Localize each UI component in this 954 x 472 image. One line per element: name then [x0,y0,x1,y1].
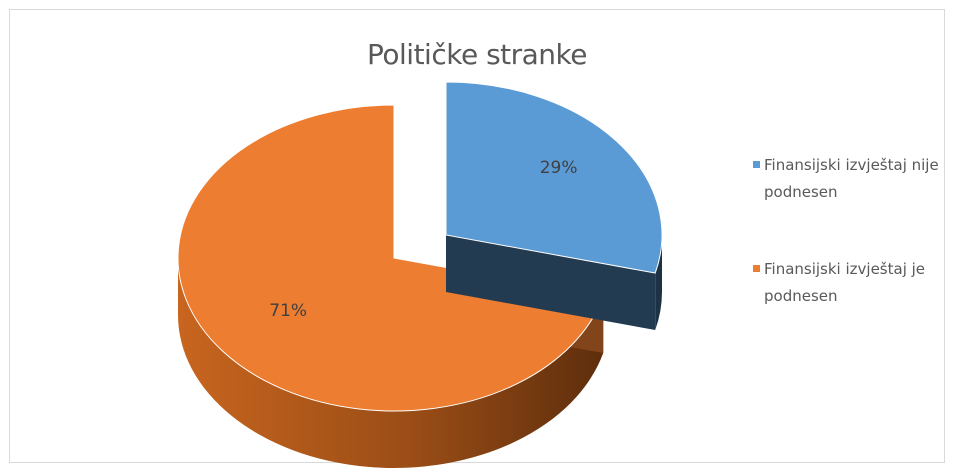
data-label-submitted: 71% [269,301,307,321]
chart-title: Političke stranke [367,38,588,71]
slice-not-submitted [445,81,663,274]
legend-swatch-orange [753,265,760,272]
legend-label: Finansijski izvještaj je podnesen [764,260,926,305]
legend-item-not-submitted: Finansijski izvještaj nije podnesen [753,152,953,206]
legend-item-submitted: Finansijski izvještaj je podnesen [753,256,953,310]
legend-label: Finansijski izvještaj nije podnesen [764,156,939,201]
slice-side-submitted [178,258,604,469]
slice-submitted [177,104,604,412]
data-label-not-submitted: 29% [540,158,578,178]
legend-swatch-blue [753,161,760,168]
slice-side-not-submitted [655,235,662,331]
slice-face-not-submitted [446,235,656,331]
